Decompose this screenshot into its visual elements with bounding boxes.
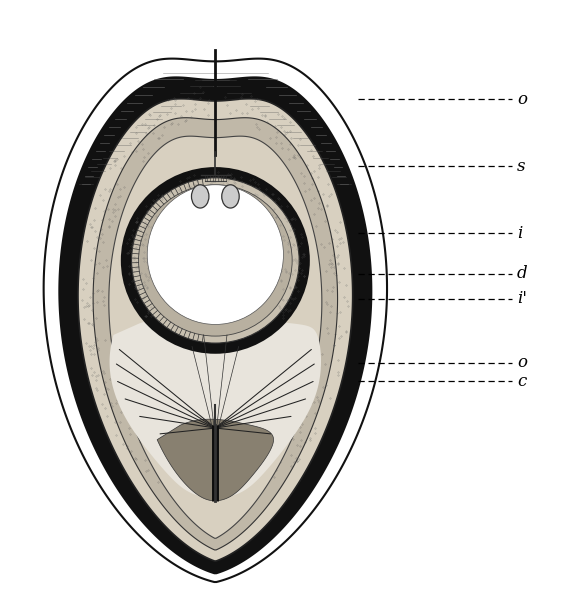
Ellipse shape [147,185,283,325]
Ellipse shape [222,185,239,208]
Text: s: s [517,158,526,175]
Polygon shape [59,77,371,573]
Polygon shape [109,317,321,498]
Ellipse shape [132,178,299,343]
Polygon shape [93,118,338,550]
Text: c: c [517,373,526,390]
Polygon shape [44,59,387,582]
Text: o: o [517,355,527,371]
Polygon shape [109,136,322,538]
Text: i': i' [517,290,527,307]
Ellipse shape [122,169,308,352]
Ellipse shape [191,185,209,208]
Ellipse shape [139,185,292,336]
Text: o: o [517,91,527,108]
Text: i: i [517,224,522,242]
Polygon shape [157,419,274,501]
Polygon shape [78,99,353,561]
Text: d: d [517,265,527,283]
